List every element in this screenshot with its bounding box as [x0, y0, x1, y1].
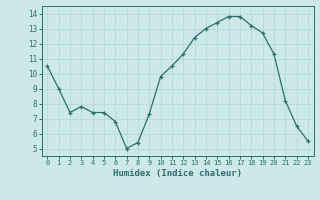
X-axis label: Humidex (Indice chaleur): Humidex (Indice chaleur) [113, 169, 242, 178]
